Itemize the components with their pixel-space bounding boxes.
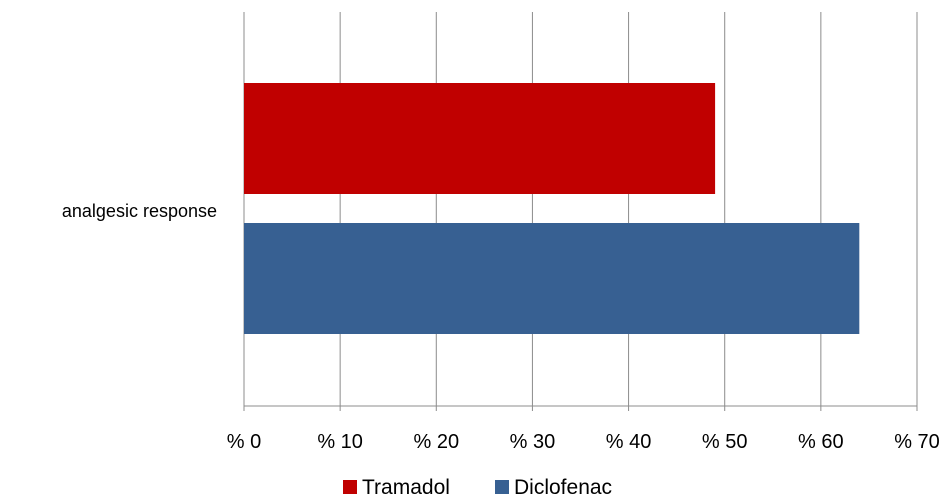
x-tick-label-7: % 70 xyxy=(894,431,940,453)
bar-diclofenac xyxy=(244,223,860,334)
bars-layer xyxy=(244,83,860,334)
legend-label-diclofenac: Diclofenac xyxy=(514,476,612,498)
category-label: analgesic response xyxy=(62,201,217,221)
x-tick-label-2: % 20 xyxy=(413,431,459,453)
x-tick-label-3: % 30 xyxy=(510,431,556,453)
x-tick-label-0: % 0 xyxy=(227,431,261,453)
x-tick-label-6: % 60 xyxy=(798,431,844,453)
legend: Tramadol Diclofenac xyxy=(343,476,612,498)
x-tick-label-1: % 10 xyxy=(317,431,363,453)
grid-layer xyxy=(243,12,918,411)
x-tick-label-4: % 40 xyxy=(606,431,652,453)
tick-label-layer: % 0 % 10 % 20 % 30 % 40 % 50 % 60 % 70 xyxy=(227,431,940,453)
legend-swatch-tramadol xyxy=(343,480,357,494)
legend-label-tramadol: Tramadol xyxy=(362,476,450,498)
legend-swatch-diclofenac xyxy=(495,480,509,494)
bar-tramadol xyxy=(244,83,716,194)
x-tick-label-5: % 50 xyxy=(702,431,748,453)
